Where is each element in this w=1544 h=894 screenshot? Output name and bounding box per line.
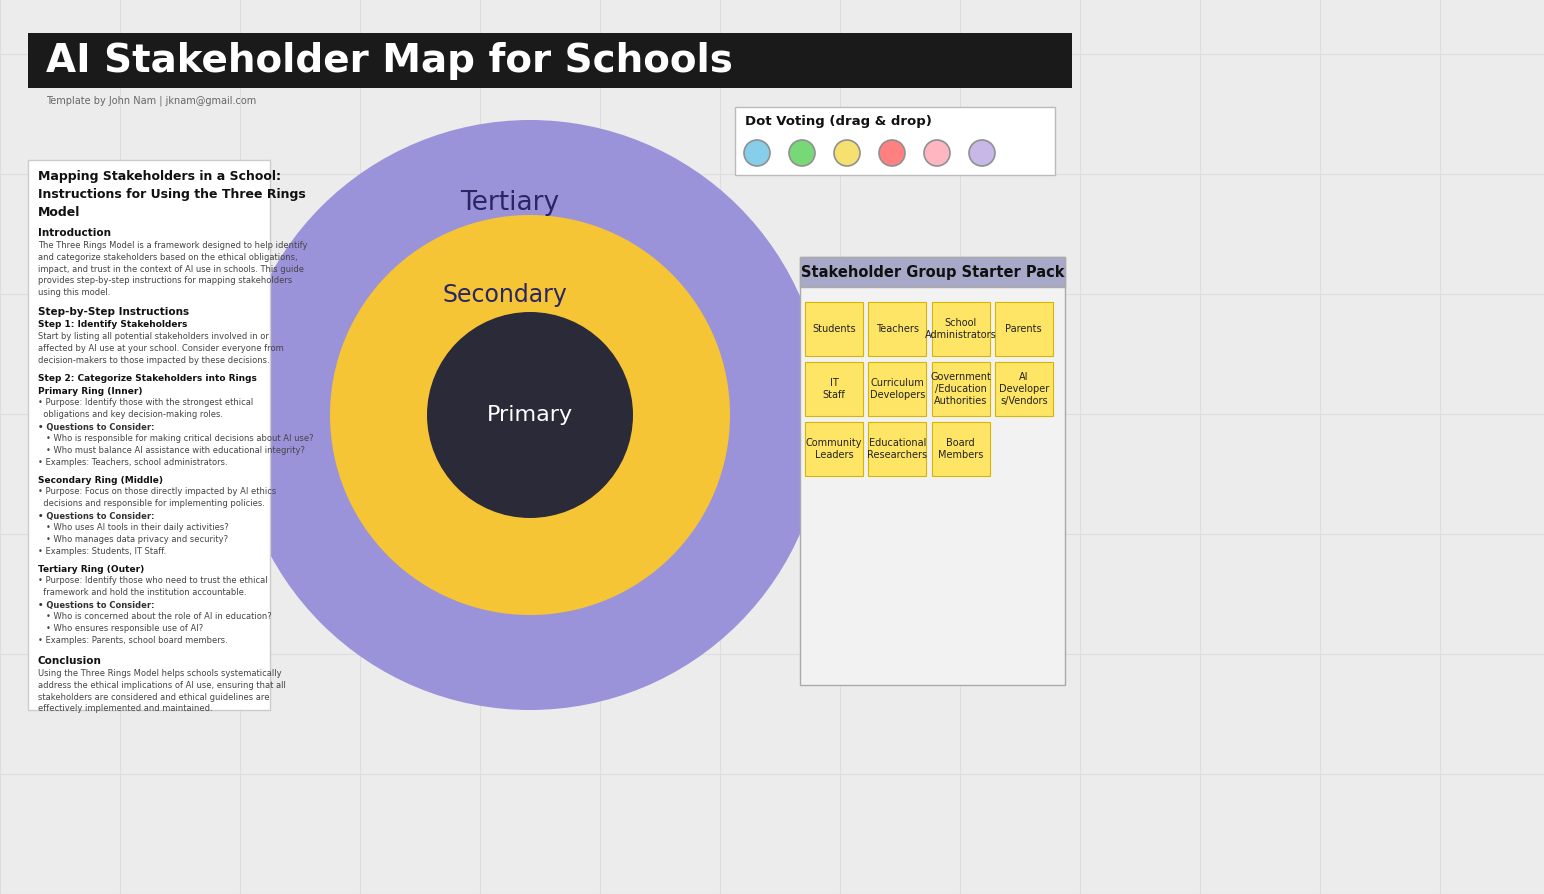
Text: • Purpose: Identify those who need to trust the ethical
  framework and hold the: • Purpose: Identify those who need to tr… xyxy=(39,576,267,597)
Text: Parents: Parents xyxy=(1005,324,1042,334)
Text: Template by John Nam | jknam@gmail.com: Template by John Nam | jknam@gmail.com xyxy=(46,96,256,106)
Text: • Purpose: Focus on those directly impacted by AI ethics
  decisions and respons: • Purpose: Focus on those directly impac… xyxy=(39,487,276,508)
Text: AI Stakeholder Map for Schools: AI Stakeholder Map for Schools xyxy=(46,41,733,80)
Text: Dot Voting (drag & drop): Dot Voting (drag & drop) xyxy=(746,115,933,128)
Text: Step 1: Identify Stakeholders: Step 1: Identify Stakeholders xyxy=(39,320,187,329)
Text: Primary: Primary xyxy=(486,405,573,425)
Text: • Questions to Consider:: • Questions to Consider: xyxy=(39,601,154,610)
FancyBboxPatch shape xyxy=(931,362,990,416)
Text: • Examples: Teachers, school administrators.: • Examples: Teachers, school administrat… xyxy=(39,458,227,467)
Circle shape xyxy=(923,140,950,166)
Text: Community
Leaders: Community Leaders xyxy=(806,438,862,460)
Text: • Who uses AI tools in their daily activities?
• Who manages data privacy and se: • Who uses AI tools in their daily activ… xyxy=(46,523,229,544)
FancyBboxPatch shape xyxy=(28,160,270,710)
Text: • Who is concerned about the role of AI in education?
• Who ensures responsible : • Who is concerned about the role of AI … xyxy=(46,612,272,633)
FancyBboxPatch shape xyxy=(868,362,926,416)
FancyBboxPatch shape xyxy=(735,107,1055,175)
Circle shape xyxy=(789,140,815,166)
Text: Using the Three Rings Model helps schools systematically
address the ethical imp: Using the Three Rings Model helps school… xyxy=(39,669,286,713)
Text: Step-by-Step Instructions: Step-by-Step Instructions xyxy=(39,307,188,317)
Text: AI
Developer
s/Vendors: AI Developer s/Vendors xyxy=(999,373,1048,406)
Text: • Who is responsible for making critical decisions about AI use?
• Who must bala: • Who is responsible for making critical… xyxy=(46,434,313,455)
Text: School
Administrators: School Administrators xyxy=(925,318,996,340)
FancyBboxPatch shape xyxy=(994,362,1053,416)
FancyBboxPatch shape xyxy=(804,362,863,416)
Text: Tertiary Ring (Outer): Tertiary Ring (Outer) xyxy=(39,565,144,574)
FancyBboxPatch shape xyxy=(804,302,863,356)
FancyBboxPatch shape xyxy=(800,257,1065,287)
FancyBboxPatch shape xyxy=(800,257,1065,685)
Text: Curriculum
Developers: Curriculum Developers xyxy=(869,378,925,400)
FancyBboxPatch shape xyxy=(804,422,863,476)
Text: Tertiary: Tertiary xyxy=(460,190,559,215)
Circle shape xyxy=(879,140,905,166)
Text: Students: Students xyxy=(812,324,855,334)
Text: Primary Ring (Inner): Primary Ring (Inner) xyxy=(39,387,142,396)
FancyBboxPatch shape xyxy=(931,302,990,356)
FancyBboxPatch shape xyxy=(868,302,926,356)
Text: Secondary: Secondary xyxy=(443,283,568,307)
Text: • Questions to Consider:: • Questions to Consider: xyxy=(39,423,154,432)
Circle shape xyxy=(330,215,730,615)
Text: The Three Rings Model is a framework designed to help identify
and categorize st: The Three Rings Model is a framework des… xyxy=(39,241,307,297)
Text: Mapping Stakeholders in a School:
Instructions for Using the Three Rings
Model: Mapping Stakeholders in a School: Instru… xyxy=(39,170,306,219)
FancyBboxPatch shape xyxy=(28,33,1072,88)
Text: IT
Staff: IT Staff xyxy=(823,378,846,400)
FancyBboxPatch shape xyxy=(868,422,926,476)
Text: Teachers: Teachers xyxy=(875,324,919,334)
Circle shape xyxy=(834,140,860,166)
Text: • Examples: Parents, school board members.: • Examples: Parents, school board member… xyxy=(39,636,229,645)
Circle shape xyxy=(970,140,994,166)
Text: • Questions to Consider:: • Questions to Consider: xyxy=(39,512,154,521)
Text: Start by listing all potential stakeholders involved in or
affected by AI use at: Start by listing all potential stakehold… xyxy=(39,332,284,365)
Text: Conclusion: Conclusion xyxy=(39,656,102,666)
FancyBboxPatch shape xyxy=(994,302,1053,356)
Circle shape xyxy=(428,312,633,518)
Text: • Purpose: Identify those with the strongest ethical
  obligations and key decis: • Purpose: Identify those with the stron… xyxy=(39,398,253,418)
Circle shape xyxy=(235,120,824,710)
Text: Secondary Ring (Middle): Secondary Ring (Middle) xyxy=(39,476,164,485)
Text: Stakeholder Group Starter Pack: Stakeholder Group Starter Pack xyxy=(801,265,1064,280)
Text: Educational
Researchers: Educational Researchers xyxy=(868,438,928,460)
Text: Government
/Education
Authorities: Government /Education Authorities xyxy=(929,373,991,406)
FancyBboxPatch shape xyxy=(931,422,990,476)
Circle shape xyxy=(744,140,770,166)
Text: Board
Members: Board Members xyxy=(937,438,984,460)
Text: Introduction: Introduction xyxy=(39,228,111,238)
Text: • Examples: Students, IT Staff.: • Examples: Students, IT Staff. xyxy=(39,547,167,556)
Text: Step 2: Categorize Stakeholders into Rings: Step 2: Categorize Stakeholders into Rin… xyxy=(39,374,256,383)
